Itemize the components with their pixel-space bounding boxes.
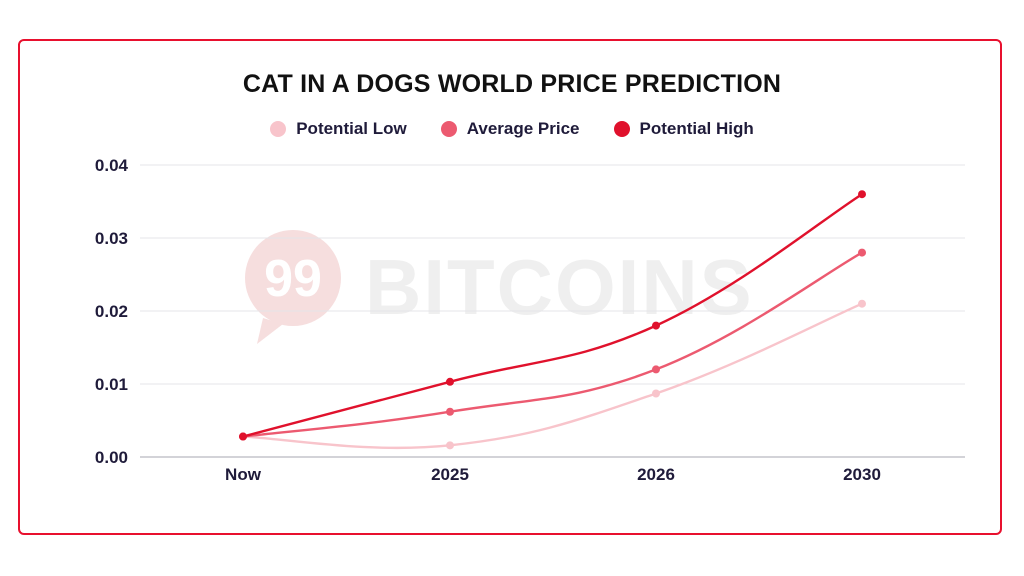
legend-label-potential-low: Potential Low	[296, 119, 407, 138]
legend-item-potential-high: Potential High	[613, 119, 754, 139]
legend-swatch-average-price	[440, 121, 457, 137]
legend-label-potential-high: Potential High	[639, 119, 754, 138]
y-tick-label: 0.00	[95, 448, 128, 467]
series-line-potential-high	[242, 193, 863, 438]
watermark: 99 BITCOINS	[243, 228, 763, 348]
x-tick-label: 2025	[431, 465, 469, 484]
y-tick-label: 0.02	[95, 302, 128, 321]
watermark-text: BITCOINS	[365, 243, 754, 331]
data-point-potential-low	[652, 389, 660, 398]
data-point-potential-high	[239, 432, 247, 441]
data-point-average-price	[446, 407, 454, 416]
data-point-average-price	[652, 365, 660, 374]
x-tick-label: Now	[225, 465, 262, 484]
series-line-potential-low	[242, 302, 863, 450]
chart-card	[18, 39, 1002, 535]
data-point-potential-high	[652, 321, 660, 330]
data-point-potential-low	[858, 299, 866, 308]
y-tick-label: 0.04	[95, 156, 129, 175]
data-point-potential-low	[446, 441, 454, 450]
data-point-average-price	[858, 248, 866, 257]
data-point-potential-high	[858, 190, 866, 199]
watermark-logo-text: 99	[264, 250, 322, 308]
y-tick-label: 0.01	[95, 375, 128, 394]
legend-swatch-potential-high	[613, 121, 630, 137]
data-point-potential-high	[446, 377, 454, 386]
x-tick-label: 2026	[637, 465, 675, 484]
watermark-logo-icon: 99	[245, 230, 341, 344]
chart-title: CAT IN A DOGS WORLD PRICE PREDICTION	[242, 70, 782, 98]
legend-item-average-price: Average Price	[440, 119, 580, 139]
legend-swatch-potential-low	[270, 121, 287, 137]
legend-item-potential-low: Potential Low	[270, 119, 407, 139]
y-tick-label: 0.03	[95, 229, 128, 248]
legend-label-average-price: Average Price	[466, 119, 580, 138]
series-line-average-price	[242, 251, 863, 438]
legend: Potential Low Average Price Potential Hi…	[0, 119, 1024, 139]
x-tick-label: 2030	[843, 465, 881, 484]
